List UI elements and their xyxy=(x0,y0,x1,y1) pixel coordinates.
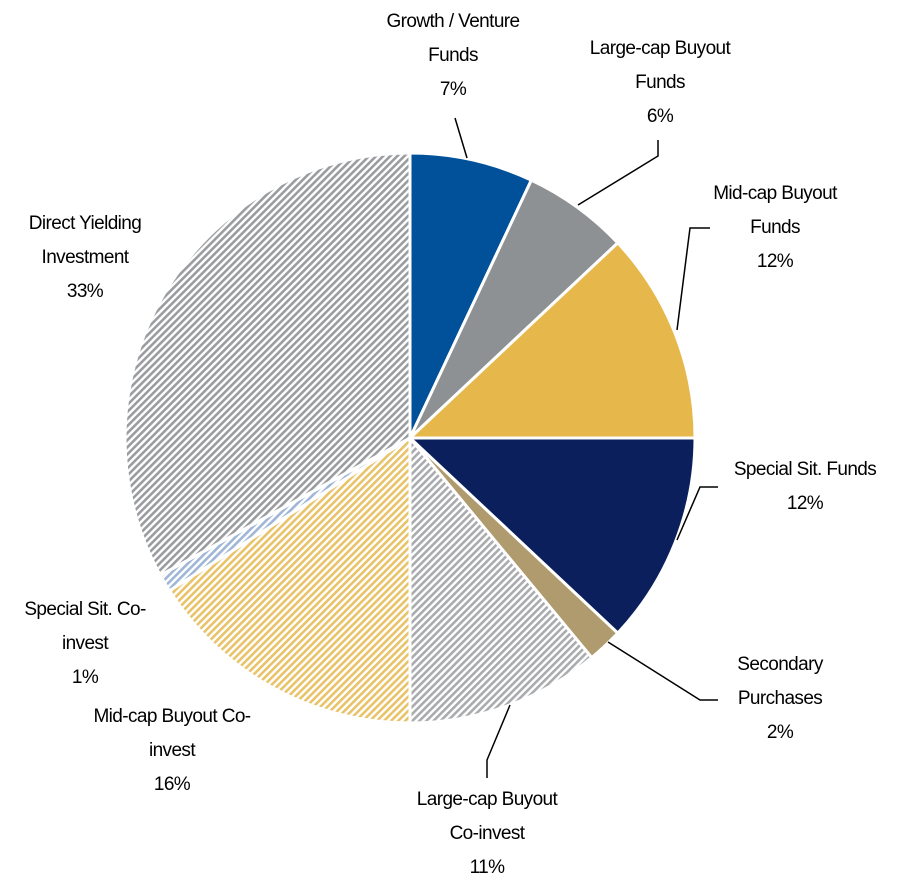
category-label: Special Sit. Funds xyxy=(733,459,877,480)
category-label: Mid-cap Buyout Co-invest xyxy=(93,706,251,761)
value-label: 12% xyxy=(756,251,794,272)
slice-label: Mid-cap Buyout Co-invest 16% xyxy=(72,700,272,802)
category-label: Large-cap Buyout Funds xyxy=(589,38,731,93)
pie-slice xyxy=(408,433,594,725)
category-label: Large-cap Buyout Co-invest xyxy=(416,789,558,844)
value-label: 1% xyxy=(71,667,99,688)
slice-label: Special Sit. Co-invest 1% xyxy=(8,593,163,695)
leader-line xyxy=(607,641,718,701)
slice-label: Secondary Purchases 2% xyxy=(723,648,838,750)
slice-label: Special Sit. Funds 12% xyxy=(705,453,901,521)
category-label: Direct Yielding Investment xyxy=(28,213,142,268)
slice-label: Large-cap Buyout Co-invest 11% xyxy=(405,783,570,885)
value-label: 12% xyxy=(786,493,824,514)
slice-label: Growth / Venture Funds 7% xyxy=(373,5,533,107)
value-label: 6% xyxy=(646,106,674,127)
value-label: 16% xyxy=(153,774,191,795)
pie-slice xyxy=(406,240,697,440)
pie-slice xyxy=(408,151,534,439)
slice-label: Mid-cap Buyout Funds 12% xyxy=(700,177,850,279)
value-label: 2% xyxy=(766,722,794,743)
leader-line xyxy=(454,117,468,159)
leader-line xyxy=(486,704,511,778)
leader-line xyxy=(676,486,718,541)
leader-line xyxy=(676,227,710,331)
slice-label: Direct Yielding Investment 33% xyxy=(10,207,160,309)
category-label: Special Sit. Co-invest xyxy=(24,599,146,654)
category-label: Secondary Purchases xyxy=(737,654,823,709)
slice-label: Large-cap Buyout Funds 6% xyxy=(578,32,743,134)
leader-line xyxy=(577,140,659,206)
pie-slice xyxy=(123,151,412,578)
category-label: Mid-cap Buyout Funds xyxy=(713,183,837,238)
value-label: 7% xyxy=(439,79,467,100)
pie-slice xyxy=(406,436,697,636)
value-label: 11% xyxy=(469,857,505,878)
pie-slice xyxy=(167,435,412,725)
value-label: 33% xyxy=(66,281,104,302)
category-label: Growth / Venture Funds xyxy=(386,11,521,66)
